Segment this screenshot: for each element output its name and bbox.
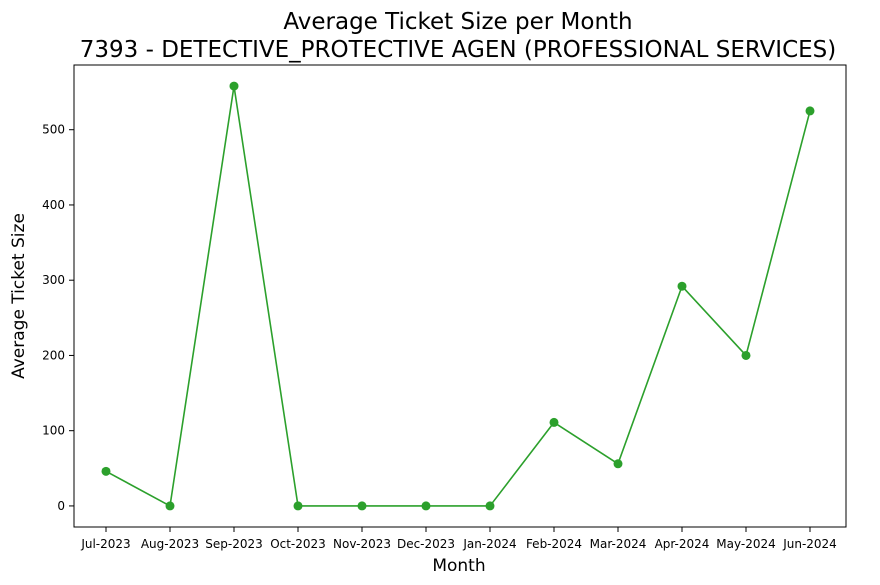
chart-title: Average Ticket Size per Month — [283, 9, 632, 35]
data-point — [357, 501, 367, 511]
data-point — [165, 501, 175, 511]
data-point — [229, 81, 239, 91]
x-tick-label: Sep-2023 — [205, 537, 263, 551]
x-tick-label: May-2024 — [716, 537, 775, 551]
data-point — [741, 350, 751, 360]
x-tick-label: Mar-2024 — [590, 537, 647, 551]
data-point — [421, 501, 431, 511]
x-tick-label: Nov-2023 — [333, 537, 391, 551]
x-tick-label: Dec-2023 — [397, 537, 455, 551]
y-tick-label: 0 — [57, 499, 65, 513]
y-tick-label: 100 — [42, 424, 65, 438]
y-axis-label: Average Ticket Size — [9, 213, 29, 379]
x-tick-label: Jun-2024 — [782, 537, 837, 551]
plot-frame — [73, 64, 847, 528]
data-point — [677, 281, 687, 291]
x-tick-label: Apr-2024 — [655, 537, 710, 551]
data-point — [293, 501, 303, 511]
x-tick-label: Jan-2024 — [462, 537, 516, 551]
x-tick-label: Aug-2023 — [141, 537, 199, 551]
y-tick-label: 200 — [42, 348, 65, 362]
x-axis-label: Month — [432, 556, 485, 576]
data-point — [485, 501, 495, 511]
y-tick-label: 400 — [42, 198, 65, 212]
plot-area: 0 100 200 300 400 500 Jul-2023 Aug-2023 Sep-2023… — [42, 81, 837, 551]
x-tick-label: Feb-2024 — [526, 537, 582, 551]
data-point — [549, 417, 559, 427]
y-tick-label: 300 — [42, 273, 65, 287]
chart-subtitle: 7393 - DETECTIVE_PROTECTIVE AGEN (PROFES… — [80, 37, 837, 63]
data-point — [101, 466, 111, 476]
data-point — [613, 459, 623, 469]
series-line — [105, 85, 811, 507]
y-tick-label: 500 — [42, 123, 65, 137]
x-tick-label: Jul-2023 — [80, 537, 130, 551]
data-point — [805, 106, 815, 116]
x-tick-label: Oct-2023 — [270, 537, 326, 551]
